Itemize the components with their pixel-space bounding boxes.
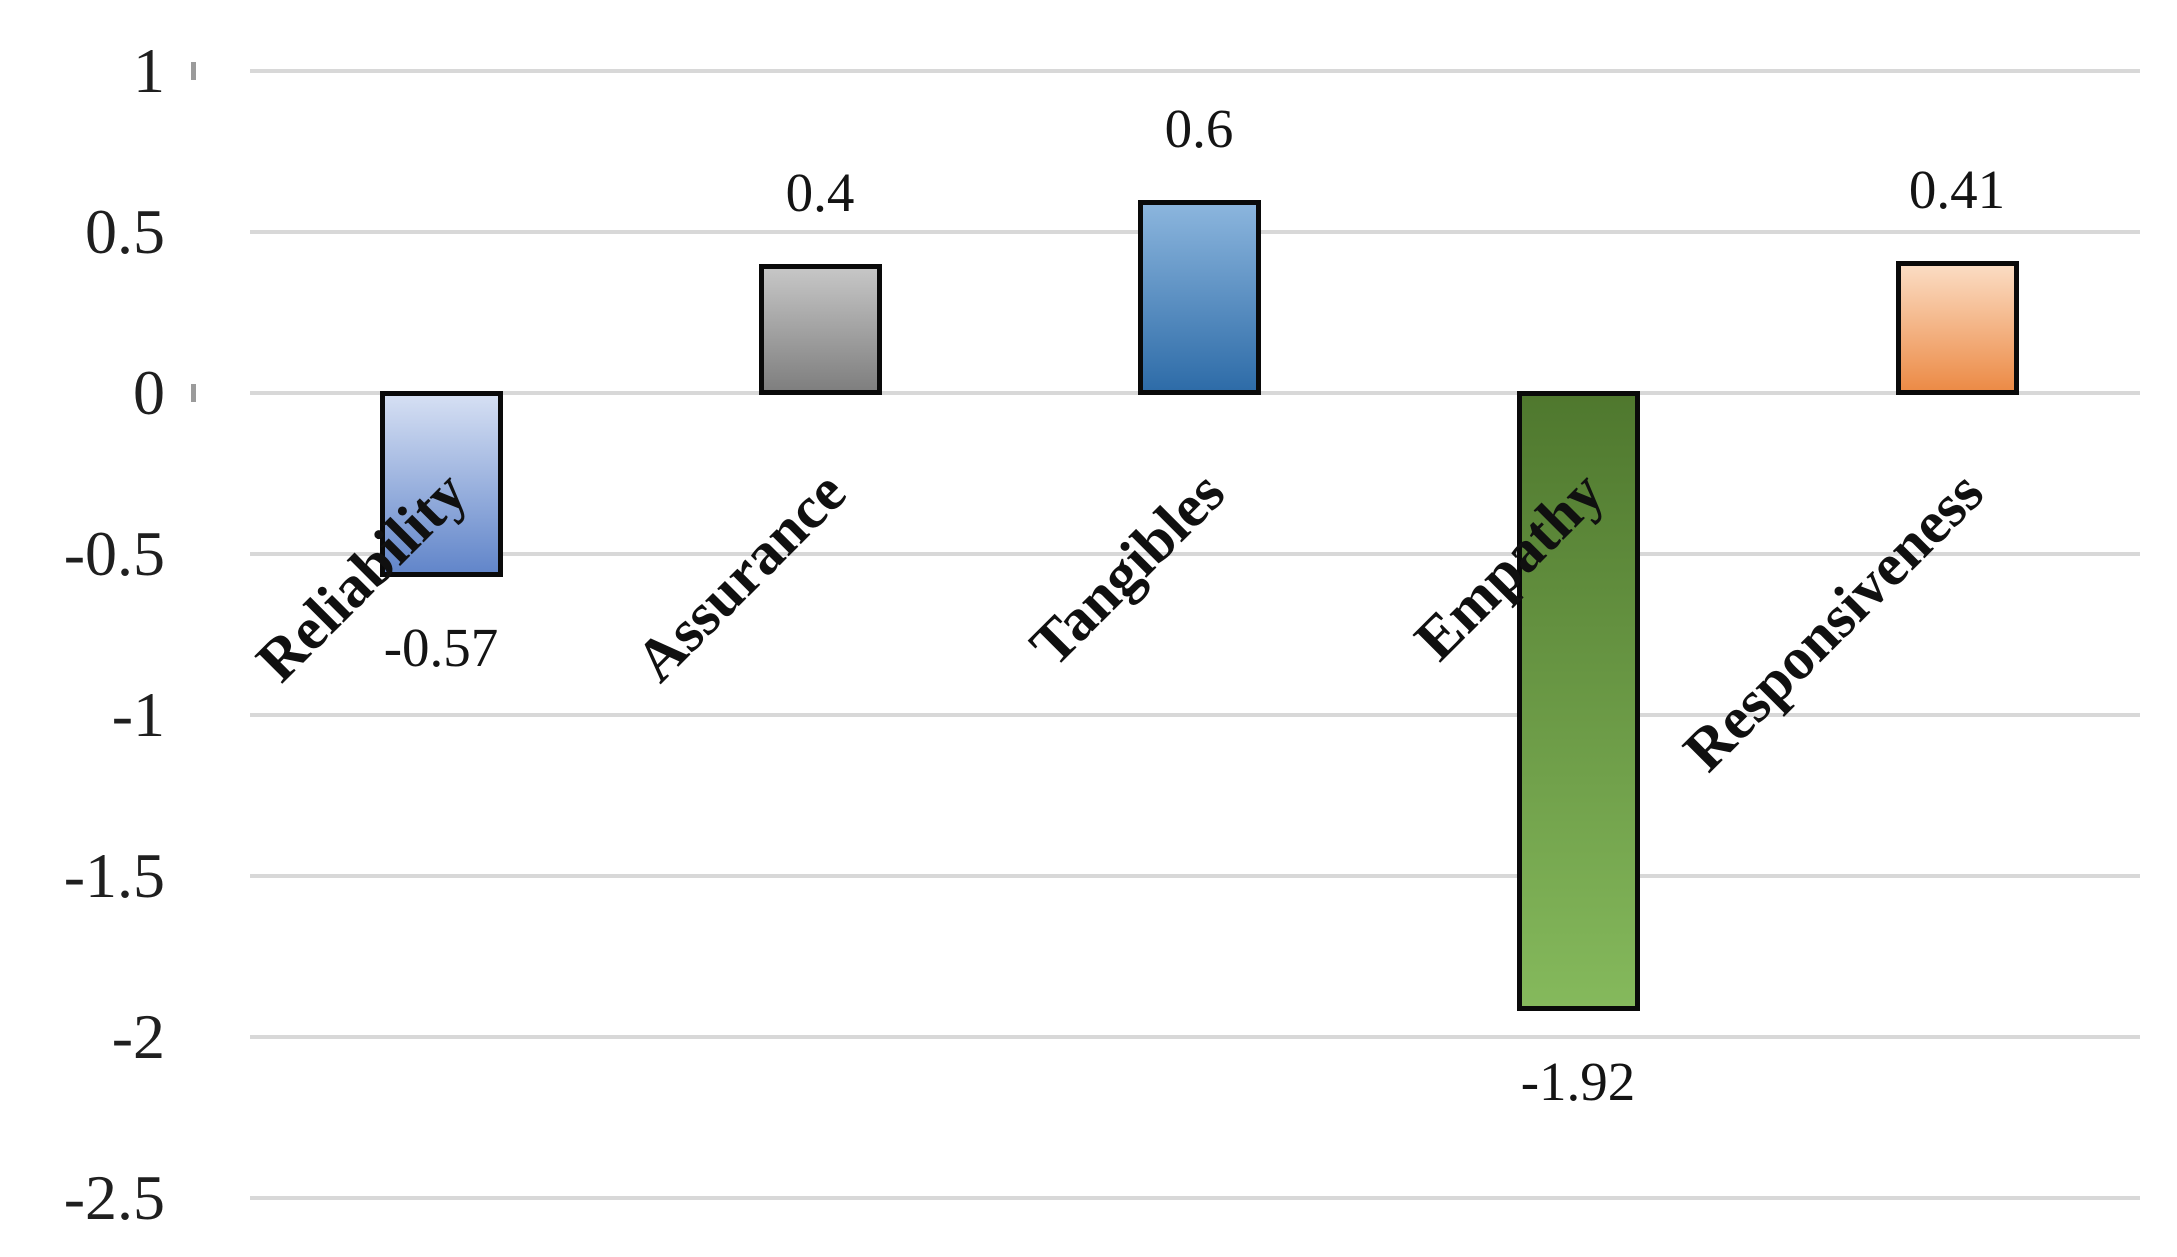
category-label-assurance: Assurance — [623, 458, 859, 694]
bar-tangibles — [1137, 199, 1261, 395]
category-label-tangibles: Tangibles — [1017, 458, 1238, 679]
data-label-tangibles: 0.6 — [1164, 97, 1234, 159]
y-tick-label: 1 — [133, 35, 165, 106]
gridline — [250, 1035, 2140, 1039]
axis-tick-mark — [191, 384, 196, 402]
data-label-assurance: 0.4 — [785, 162, 855, 224]
gridline — [250, 69, 2140, 73]
data-label-empathy: -1.92 — [1520, 1051, 1636, 1113]
category-label-responsiveness: Responsiveness — [1670, 458, 1996, 784]
y-tick-label: 0.5 — [85, 196, 165, 267]
y-tick-label: -0.5 — [63, 518, 165, 589]
gridline — [250, 874, 2140, 878]
bar-empathy — [1516, 391, 1640, 1012]
y-tick-label: -2 — [111, 1001, 165, 1072]
y-tick-label: -1 — [111, 679, 165, 750]
data-label-reliability: -0.57 — [383, 616, 499, 678]
bar-assurance — [758, 264, 882, 395]
data-label-responsiveness: 0.41 — [1908, 158, 2006, 220]
bar-reliability — [379, 391, 503, 577]
y-tick-label: 0 — [133, 357, 165, 428]
y-tick-label: -1.5 — [63, 840, 165, 911]
gridline — [250, 552, 2140, 556]
axis-tick-mark — [191, 62, 196, 80]
gridline — [250, 1196, 2140, 1200]
y-tick-label: -2.5 — [63, 1162, 165, 1233]
gridline — [250, 713, 2140, 717]
bar-responsiveness — [1895, 260, 2019, 395]
